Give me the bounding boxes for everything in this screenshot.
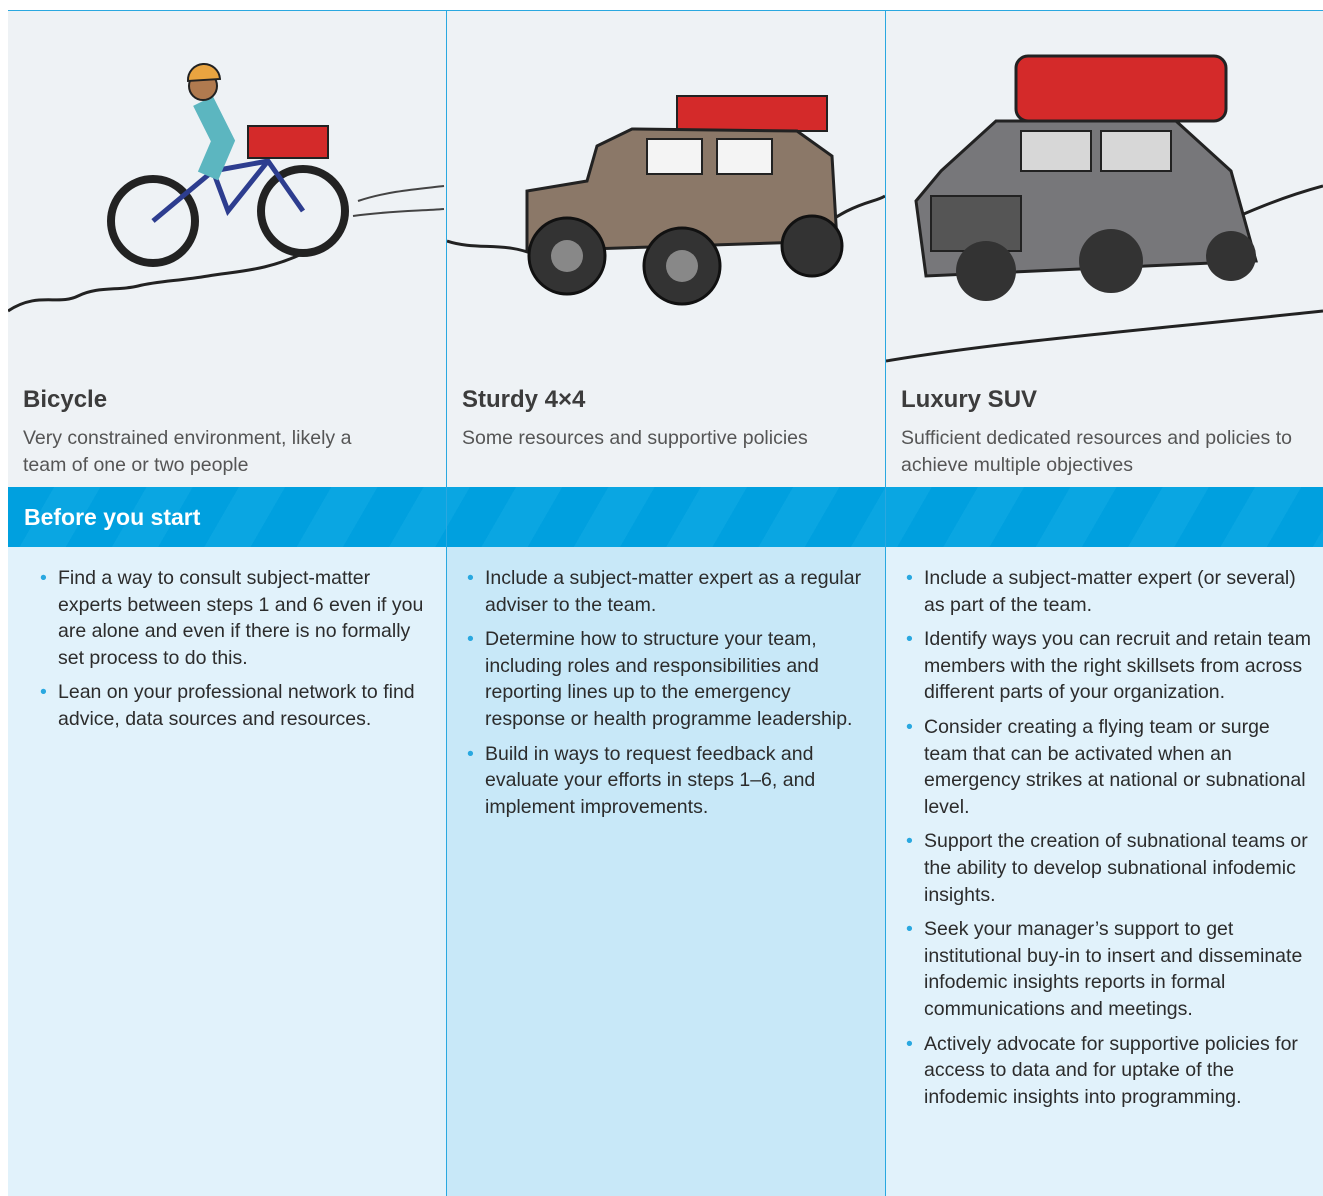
bullet-item: Lean on your professional network to fin… xyxy=(36,679,436,732)
bullet-item: Find a way to consult subject-matter exp… xyxy=(36,565,436,671)
bicycle-illustration xyxy=(8,63,445,313)
bullet-item: Build in ways to request feedback and ev… xyxy=(463,741,873,821)
four-by-four-list-panel: Include a subject-matter expert as a reg… xyxy=(447,547,885,1196)
bullet-list: Find a way to consult subject-matter exp… xyxy=(36,565,436,741)
bullet-item: Consider creating a flying team or surge… xyxy=(902,714,1312,820)
section-banner: Before you start xyxy=(8,487,1323,547)
bullet-item: Support the creation of subnational team… xyxy=(902,828,1312,908)
column-title: Bicycle xyxy=(23,386,108,413)
top-rule xyxy=(8,10,1323,11)
bullet-item: Include a subject-matter expert (or seve… xyxy=(902,565,1312,618)
bicycle-panel: Bicycle Very constrained environment, li… xyxy=(8,11,446,487)
bullet-item: Include a subject-matter expert as a reg… xyxy=(463,565,873,618)
bullet-item: Actively advocate for supportive policie… xyxy=(902,1031,1312,1111)
bullet-item: Identify ways you can recruit and retain… xyxy=(902,626,1312,706)
four-by-four-panel: Sturdy 4×4 Some resources and supportive… xyxy=(447,11,885,487)
bullet-item: Determine how to structure your team, in… xyxy=(463,626,873,732)
suv-illustration xyxy=(886,54,1323,363)
column-title: Luxury SUV xyxy=(901,386,1038,413)
section-title: Before you start xyxy=(24,504,201,530)
bullet-list: Include a subject-matter expert (or seve… xyxy=(902,565,1312,1118)
column-description: Very constrained environment, likely a t… xyxy=(23,427,352,476)
bullet-item: Seek your manager’s support to get insti… xyxy=(902,916,1312,1022)
suv-panel: Luxury SUV Sufficient dedicated resource… xyxy=(886,11,1323,487)
jeep-illustration xyxy=(447,95,885,306)
column-description: Sufficient dedicated resources and polic… xyxy=(901,427,1292,476)
suv-list-panel: Include a subject-matter expert (or seve… xyxy=(886,547,1323,1196)
column-title: Sturdy 4×4 xyxy=(462,386,586,413)
column-description: Some resources and supportive policies xyxy=(462,427,808,449)
bullet-list: Include a subject-matter expert as a reg… xyxy=(463,565,873,828)
column-divider xyxy=(446,11,447,1196)
column-divider xyxy=(885,11,886,1196)
bicycle-list-panel: Find a way to consult subject-matter exp… xyxy=(8,547,446,1196)
